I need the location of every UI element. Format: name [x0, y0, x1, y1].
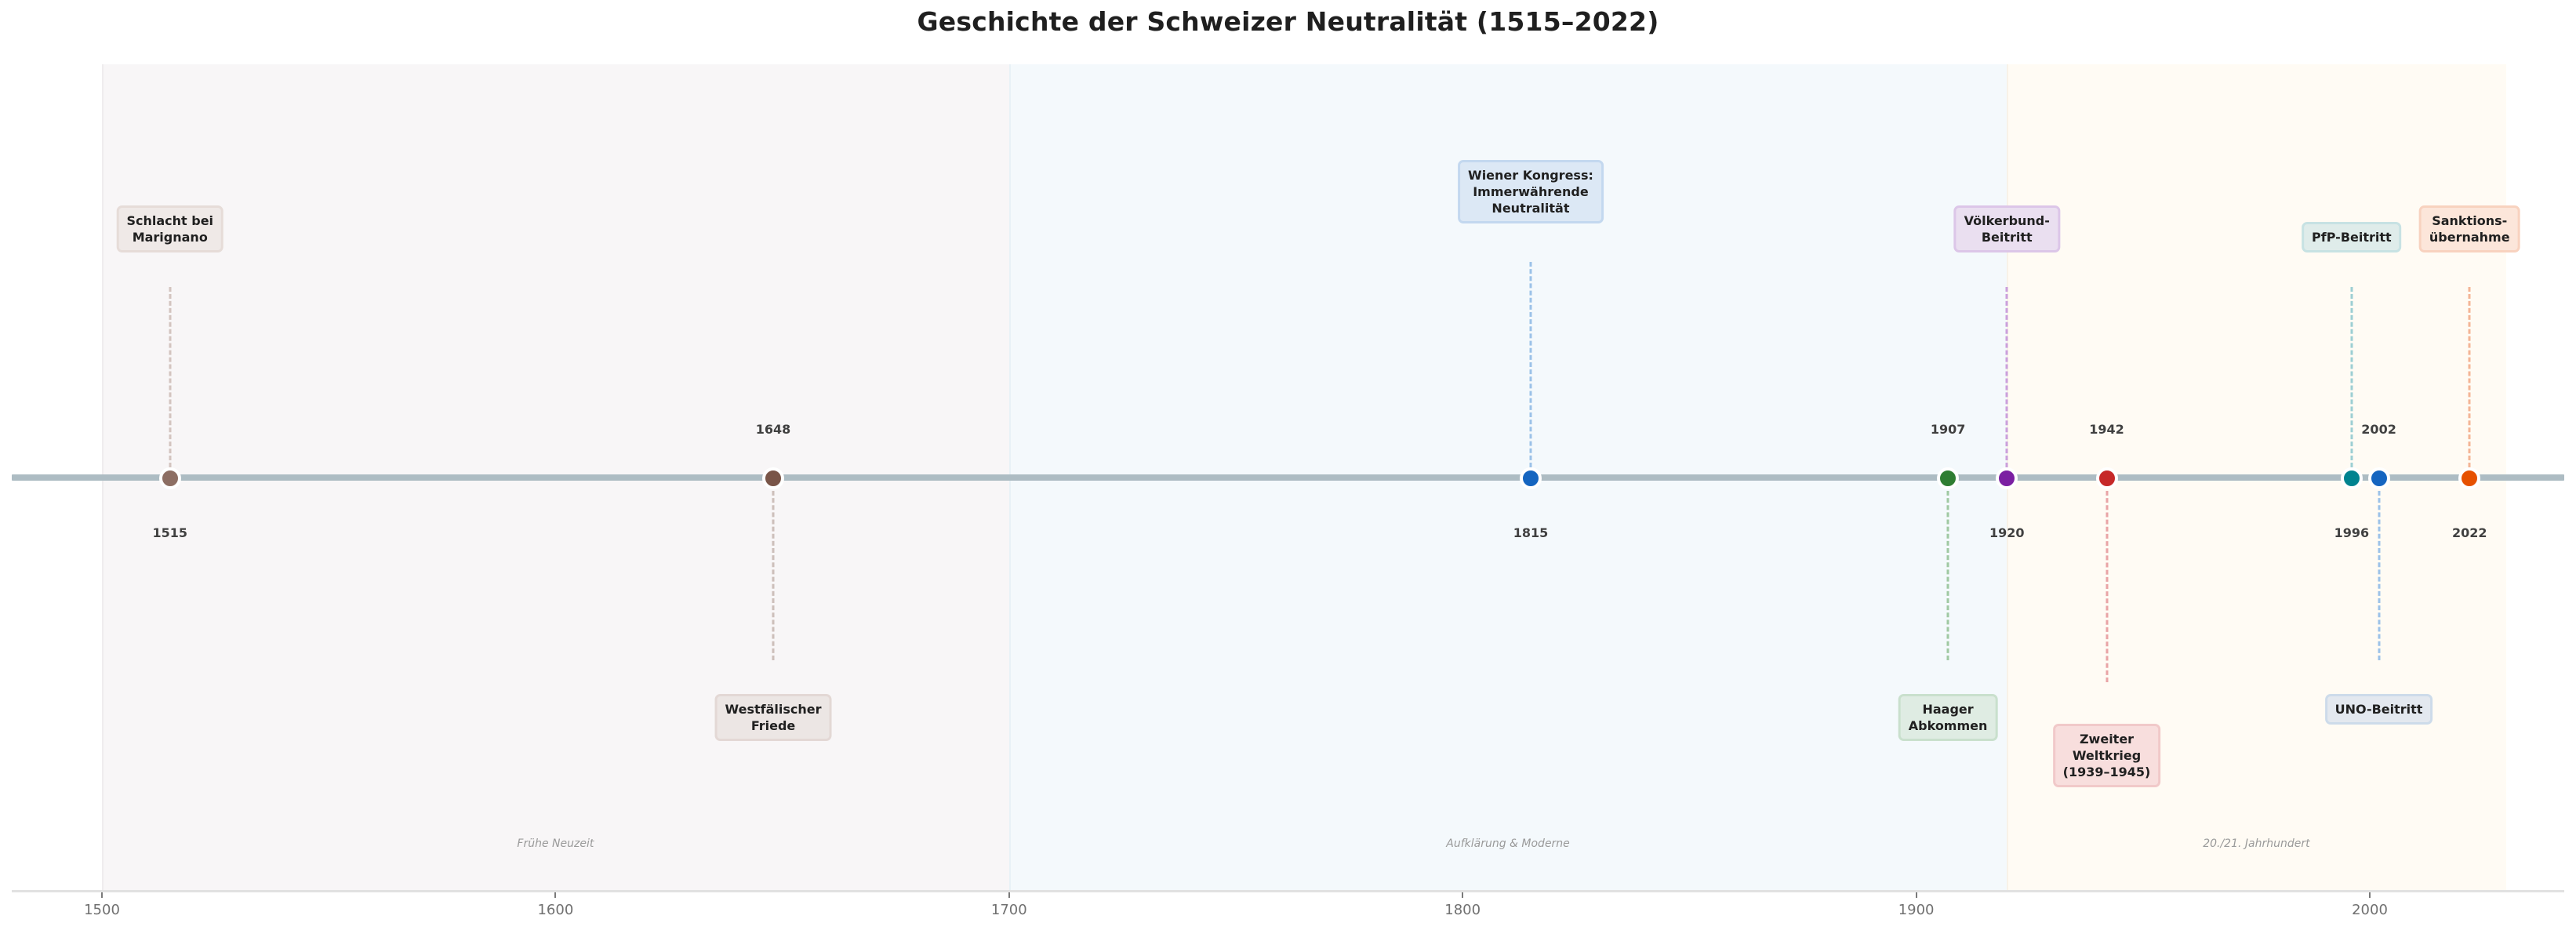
- event-connector-line: [1946, 491, 1949, 660]
- event-year-label: 2022: [2451, 525, 2487, 540]
- x-axis-tick: [1915, 892, 1917, 898]
- event-marker[interactable]: [2340, 467, 2363, 489]
- event-label-box: Schlacht bei Marignano: [116, 205, 224, 252]
- period-label: Aufklärung & Moderne: [1446, 837, 1570, 850]
- event-label-box: Haager Abkommen: [1898, 694, 1998, 741]
- x-axis-tick: [101, 892, 103, 898]
- event-marker[interactable]: [2095, 467, 2118, 489]
- x-axis-tick-label: 1800: [1444, 902, 1481, 918]
- event-label-box: UNO-Beitritt: [2324, 694, 2433, 725]
- x-axis-spine: [12, 890, 2564, 892]
- x-axis-tick: [554, 892, 557, 898]
- event-label-box: Westfälischer Friede: [714, 694, 832, 741]
- event-year-label: 1515: [152, 525, 188, 540]
- event-connector-line: [2005, 287, 2008, 467]
- period-label: 20./21. Jahrhundert: [2203, 837, 2310, 850]
- event-connector-line: [1529, 262, 1532, 467]
- event-label-box: Zweiter Weltkrieg (1939–1945): [2052, 724, 2161, 787]
- event-year-label: 1920: [1989, 525, 2025, 540]
- event-year-label: 1648: [755, 422, 791, 437]
- x-axis-tick-label: 1900: [1898, 902, 1935, 918]
- chart-title: Geschichte der Schweizer Neutralität (15…: [917, 6, 1659, 37]
- event-year-label: 1815: [1513, 525, 1549, 540]
- event-label-box: Völkerbund- Beitritt: [1953, 205, 2060, 252]
- event-marker[interactable]: [1937, 467, 1960, 489]
- event-marker[interactable]: [2367, 467, 2390, 489]
- x-axis-tick-label: 2000: [2352, 902, 2388, 918]
- event-label-box: Wiener Kongress: Immerwährende Neutralit…: [1458, 160, 1604, 223]
- period-label: Frühe Neuzeit: [517, 837, 594, 850]
- event-marker[interactable]: [1519, 467, 1542, 489]
- event-year-label: 1942: [2089, 422, 2124, 437]
- x-axis-tick: [1462, 892, 1464, 898]
- x-axis-tick: [1008, 892, 1010, 898]
- event-connector-line: [2350, 287, 2353, 467]
- x-axis-tick-label: 1600: [537, 902, 574, 918]
- event-connector-line: [2468, 287, 2471, 467]
- event-marker[interactable]: [2458, 467, 2481, 489]
- event-connector-line: [772, 491, 775, 660]
- event-marker[interactable]: [1996, 467, 2018, 489]
- event-label-box: PfP-Beitritt: [2302, 222, 2402, 252]
- event-marker[interactable]: [158, 467, 181, 489]
- event-year-label: 1907: [1930, 422, 1966, 437]
- x-axis-tick-label: 1700: [990, 902, 1027, 918]
- event-year-label: 1996: [2334, 525, 2370, 540]
- event-year-label: 2002: [2361, 422, 2396, 437]
- x-axis-tick-label: 1500: [84, 902, 120, 918]
- event-connector-line: [2378, 491, 2381, 660]
- event-connector-line: [169, 287, 172, 467]
- event-connector-line: [2105, 491, 2109, 682]
- timeline-axis-line: [12, 474, 2564, 481]
- x-axis-tick: [2369, 892, 2371, 898]
- event-label-box: Sanktions- übernahme: [2418, 205, 2520, 252]
- event-marker[interactable]: [762, 467, 785, 489]
